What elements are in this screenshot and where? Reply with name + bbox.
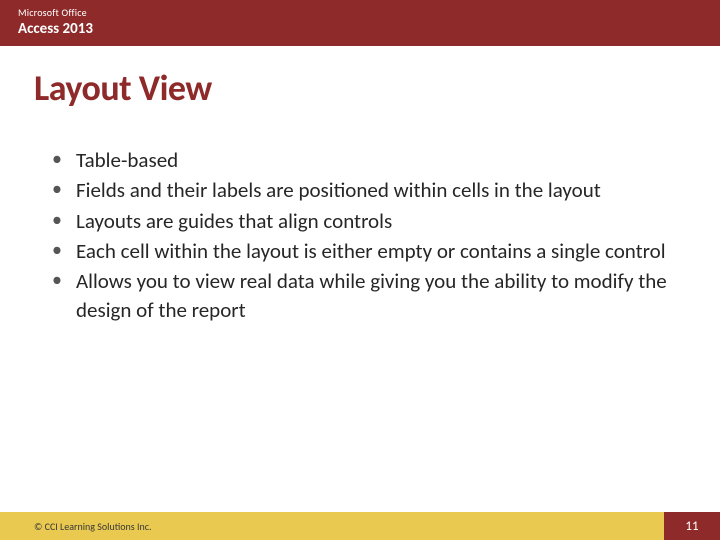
list-item: Allows you to view real data while givin…: [48, 267, 670, 324]
page-number: 11: [664, 512, 720, 540]
list-item: Fields and their labels are positioned w…: [48, 176, 670, 204]
list-item: Table-based: [48, 146, 670, 174]
header-product: Access 2013: [18, 20, 702, 38]
header-brand: Microsoft Office: [18, 6, 702, 19]
slide: Microsoft Office Access 2013 Layout View…: [0, 0, 720, 540]
bullet-list: Table-based Fields and their labels are …: [48, 146, 670, 324]
body-content: Table-based Fields and their labels are …: [0, 110, 720, 326]
header-bar: Microsoft Office Access 2013: [0, 0, 720, 46]
footer-copyright: © CCI Learning Solutions Inc.: [0, 512, 664, 540]
page-title: Layout View: [0, 46, 720, 110]
footer: © CCI Learning Solutions Inc. 11: [0, 512, 720, 540]
list-item: Layouts are guides that align controls: [48, 207, 670, 235]
list-item: Each cell within the layout is either em…: [48, 237, 670, 265]
